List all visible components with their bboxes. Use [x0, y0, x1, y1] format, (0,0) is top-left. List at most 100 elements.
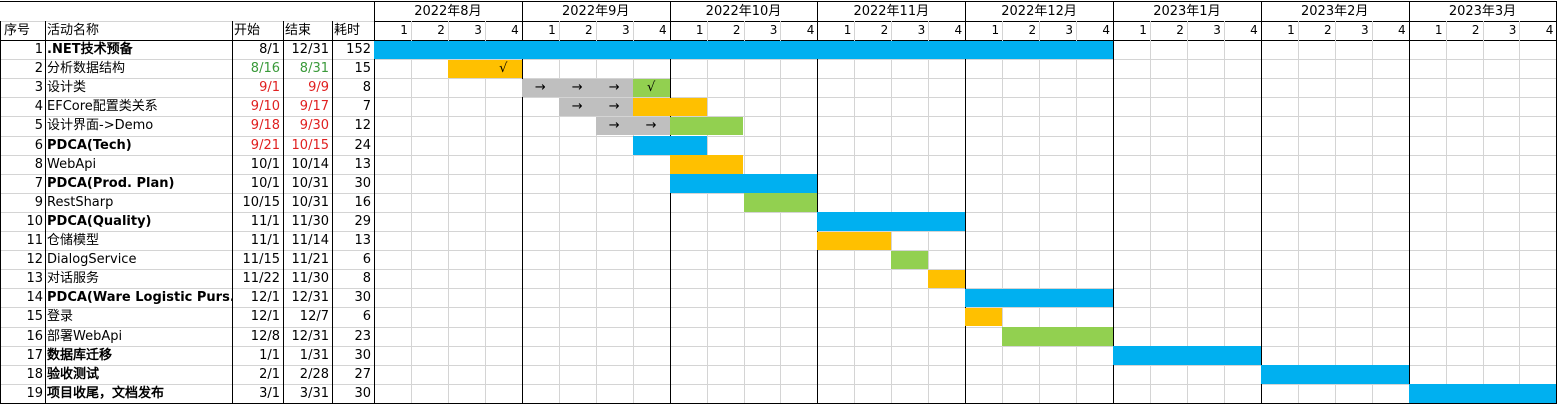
cell-end[interactable]: 12/7	[299, 309, 329, 325]
cell-start[interactable]: 12/8	[250, 328, 280, 344]
cell-dur[interactable]: 152	[346, 42, 371, 57]
cell-start[interactable]: 8/16	[250, 61, 280, 77]
cell-name[interactable]: .NET技术预备	[47, 42, 133, 57]
cell-end[interactable]: 9/30	[299, 118, 329, 134]
cell-start[interactable]: 11/1	[250, 233, 280, 248]
cell-end[interactable]: 11/21	[291, 252, 329, 268]
cell-start[interactable]: 9/18	[250, 118, 280, 134]
gantt-bar-green	[632, 78, 670, 98]
cell-start[interactable]: 2/1	[259, 366, 280, 382]
cell-name[interactable]: EFCore配置类关系	[47, 99, 158, 115]
cell-name[interactable]: 数据库迁移	[47, 347, 113, 363]
cell-name[interactable]: 部署WebApi	[47, 328, 123, 344]
cell-name[interactable]: 仓储模型	[47, 233, 100, 248]
cell-start[interactable]: 12/1	[250, 309, 280, 325]
cell-idx[interactable]: 10	[26, 213, 43, 229]
cell-end[interactable]: 9/17	[299, 99, 329, 115]
cell-name[interactable]: 登录	[47, 309, 74, 325]
cell-end[interactable]: 8/31	[299, 61, 329, 77]
cell-start[interactable]: 11/15	[242, 252, 280, 268]
cell-dur[interactable]: 6	[362, 309, 371, 325]
cell-idx[interactable]: 8	[34, 156, 43, 172]
cell-end[interactable]: 11/14	[291, 233, 329, 248]
cell-end[interactable]: 3/31	[299, 385, 329, 401]
cell-end[interactable]: 12/31	[291, 328, 329, 344]
cell-idx[interactable]: 2	[34, 61, 43, 77]
cell-dur[interactable]: 6	[362, 252, 371, 268]
cell-name[interactable]: PDCA(Quality)	[47, 213, 152, 229]
cell-end[interactable]: 12/31	[291, 42, 329, 57]
cell-name[interactable]: 设计类	[47, 80, 87, 96]
cell-idx[interactable]: 19	[26, 385, 43, 401]
month-label: 2023年3月	[1448, 4, 1517, 19]
cell-idx[interactable]: 9	[34, 194, 43, 210]
cell-idx[interactable]: 17	[26, 347, 43, 363]
cell-start[interactable]: 10/15	[242, 194, 280, 210]
cell-idx[interactable]: 4	[34, 99, 43, 115]
cell-name[interactable]: 设计界面->Demo	[47, 118, 154, 134]
cell-idx[interactable]: 18	[26, 366, 43, 382]
cell-dur[interactable]: 8	[362, 80, 371, 96]
cell-dur[interactable]: 30	[354, 385, 371, 401]
cell-start[interactable]: 11/22	[242, 271, 280, 287]
arrow-mark: →	[608, 99, 620, 115]
cell-start[interactable]: 9/10	[250, 99, 280, 115]
cell-name[interactable]: 项目收尾，文档发布	[47, 385, 165, 401]
cell-dur[interactable]: 27	[354, 366, 371, 382]
cell-idx[interactable]: 12	[26, 252, 43, 268]
gantt-bar-green	[891, 250, 929, 270]
cell-idx[interactable]: 14	[26, 290, 43, 306]
cell-name[interactable]: 对话服务	[47, 271, 100, 287]
cell-dur[interactable]: 8	[362, 271, 371, 287]
cell-name[interactable]: RestSharp	[47, 194, 114, 210]
cell-start[interactable]: 10/1	[250, 175, 280, 191]
cell-idx[interactable]: 7	[34, 175, 43, 191]
cell-dur[interactable]: 29	[354, 213, 371, 229]
cell-dur[interactable]: 13	[354, 156, 371, 172]
cell-start[interactable]: 9/1	[259, 80, 280, 96]
cell-dur[interactable]: 16	[354, 194, 371, 210]
cell-end[interactable]: 10/15	[291, 137, 329, 153]
cell-end[interactable]: 10/31	[291, 175, 329, 191]
cell-idx[interactable]: 5	[34, 118, 43, 134]
cell-dur[interactable]: 15	[354, 61, 371, 77]
cell-dur[interactable]: 30	[354, 290, 371, 306]
cell-name[interactable]: DialogService	[47, 252, 137, 268]
cell-end[interactable]: 10/14	[291, 156, 329, 172]
cell-end[interactable]: 11/30	[291, 271, 329, 287]
cell-dur[interactable]: 12	[354, 118, 371, 134]
cell-start[interactable]: 9/21	[250, 137, 280, 153]
cell-dur[interactable]: 7	[362, 99, 371, 115]
cell-idx[interactable]: 15	[26, 309, 43, 325]
cell-start[interactable]: 12/1	[250, 290, 280, 306]
cell-idx[interactable]: 11	[26, 233, 43, 248]
cell-name[interactable]: 验收测试	[47, 366, 100, 382]
cell-start[interactable]: 8/1	[259, 42, 280, 57]
cell-dur[interactable]: 13	[354, 233, 371, 248]
cell-start[interactable]: 11/1	[250, 213, 280, 229]
cell-idx[interactable]: 6	[34, 137, 43, 153]
cell-name[interactable]: PDCA(Tech)	[47, 137, 132, 153]
cell-end[interactable]: 10/31	[291, 194, 329, 210]
cell-idx[interactable]: 16	[26, 328, 43, 344]
cell-name[interactable]: PDCA(Ware Logistic Purs.)	[47, 290, 232, 306]
cell-name[interactable]: WebApi	[47, 156, 97, 172]
cell-start[interactable]: 1/1	[259, 347, 280, 363]
cell-dur[interactable]: 30	[354, 347, 371, 363]
cell-name[interactable]: 分析数据结构	[47, 61, 126, 77]
cell-dur[interactable]: 24	[354, 137, 371, 153]
cell-end[interactable]: 2/28	[299, 366, 329, 382]
arrow-mark: →	[571, 99, 583, 115]
cell-end[interactable]: 12/31	[291, 290, 329, 306]
cell-start[interactable]: 10/1	[250, 156, 280, 172]
cell-idx[interactable]: 1	[34, 42, 43, 57]
cell-idx[interactable]: 13	[26, 271, 43, 287]
cell-dur[interactable]: 23	[354, 328, 371, 344]
cell-name[interactable]: PDCA(Prod. Plan)	[47, 175, 175, 191]
cell-end[interactable]: 1/31	[299, 347, 329, 363]
cell-idx[interactable]: 3	[34, 80, 43, 96]
cell-start[interactable]: 3/1	[259, 385, 280, 401]
cell-dur[interactable]: 30	[354, 175, 371, 191]
cell-end[interactable]: 11/30	[291, 213, 329, 229]
cell-end[interactable]: 9/9	[308, 80, 329, 96]
